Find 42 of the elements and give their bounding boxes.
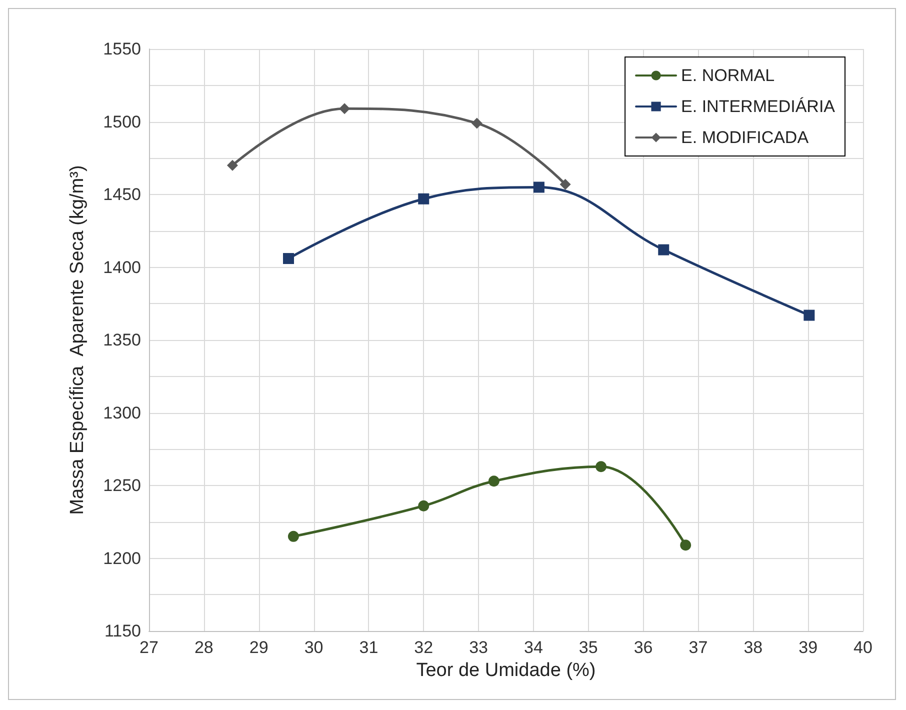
x-tick-label: 34 (524, 638, 543, 657)
point (471, 118, 482, 129)
point (533, 182, 544, 193)
y-tick-label: 1300 (103, 403, 141, 422)
x-tick-label: 31 (359, 638, 378, 657)
y-tick-label: 1450 (103, 185, 141, 204)
x-tick-label: 27 (140, 638, 158, 657)
point (488, 476, 500, 487)
point (804, 310, 815, 321)
y-tick-label: 1150 (104, 622, 141, 640)
y-tick-label: 1200 (103, 548, 141, 568)
y-tick-label: 1500 (103, 112, 141, 132)
x-tick-label: 40 (854, 638, 872, 657)
x-tick-label: 29 (249, 638, 268, 657)
y-tick-label: 1550 (103, 40, 141, 58)
x-tick-label: 30 (304, 638, 324, 657)
x-tick-label: 32 (414, 638, 434, 657)
x-tick-label: 39 (798, 638, 818, 657)
x-tick-label: 38 (744, 638, 763, 657)
legend-label: E. NORMAL (681, 66, 775, 85)
point (680, 540, 692, 551)
point (418, 500, 430, 512)
point (226, 160, 238, 171)
y-tick-label: 1400 (103, 258, 141, 277)
x-tick-label: 33 (469, 638, 488, 657)
legend-label: E. INTERMEDIÁRIA (681, 97, 836, 116)
x-tick-label: 28 (194, 638, 214, 657)
point (288, 530, 299, 542)
point (560, 178, 571, 190)
point (339, 103, 350, 114)
point (283, 253, 294, 264)
point (658, 244, 670, 256)
y-axis-title: Massa Específica Aparente Seca (kg/m³) (67, 165, 88, 515)
y-tick-label: 1350 (103, 330, 141, 350)
x-tick-label: 36 (634, 638, 653, 657)
point (418, 193, 430, 204)
x-tick-label: 35 (578, 638, 598, 657)
point (596, 461, 607, 472)
y-tick-label: 1250 (103, 476, 141, 495)
x-tick-label: 37 (688, 638, 708, 657)
legend-label: E. MODIFICADA (681, 128, 810, 147)
x-axis-title: Teor de Umidade (%) (416, 660, 596, 681)
